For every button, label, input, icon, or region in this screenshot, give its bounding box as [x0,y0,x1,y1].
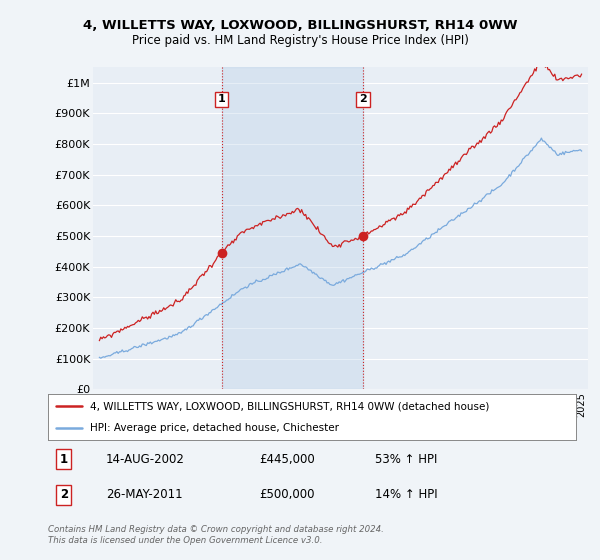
Text: 26-MAY-2011: 26-MAY-2011 [106,488,183,501]
Text: 1: 1 [218,95,226,104]
Bar [222,67,363,389]
Text: 14-AUG-2002: 14-AUG-2002 [106,452,185,466]
Text: £500,000: £500,000 [259,488,315,501]
Text: 2: 2 [359,95,367,104]
Text: £445,000: £445,000 [259,452,315,466]
Text: 2: 2 [60,488,68,501]
Text: 4, WILLETTS WAY, LOXWOOD, BILLINGSHURST, RH14 0WW: 4, WILLETTS WAY, LOXWOOD, BILLINGSHURST,… [83,18,517,32]
Text: Price paid vs. HM Land Registry's House Price Index (HPI): Price paid vs. HM Land Registry's House … [131,34,469,47]
Text: HPI: Average price, detached house, Chichester: HPI: Average price, detached house, Chic… [90,423,339,433]
Text: 14% ↑ HPI: 14% ↑ HPI [376,488,438,501]
Text: 53% ↑ HPI: 53% ↑ HPI [376,452,438,466]
Text: 4, WILLETTS WAY, LOXWOOD, BILLINGSHURST, RH14 0WW (detached house): 4, WILLETTS WAY, LOXWOOD, BILLINGSHURST,… [90,401,490,411]
Text: 1: 1 [60,452,68,466]
Text: Contains HM Land Registry data © Crown copyright and database right 2024.
This d: Contains HM Land Registry data © Crown c… [48,525,384,545]
